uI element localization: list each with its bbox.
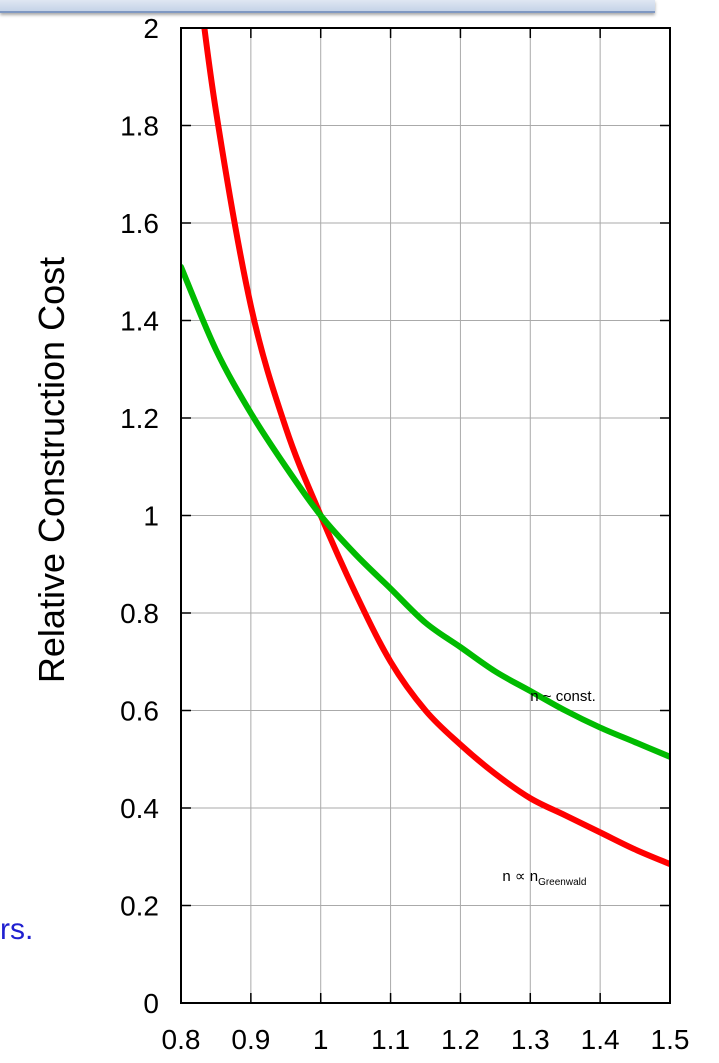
x-tick-label: 1.2	[441, 1024, 480, 1055]
x-tick-label: 1	[313, 1024, 329, 1055]
y-tick-labels: 0 0.2 0.4 0.6 0.8 1 1.2 1.4 1.6 1.8 2	[120, 13, 159, 1019]
slide-title-bar	[0, 0, 655, 13]
y-tick-label: 0.4	[120, 793, 159, 824]
y-tick-label: 1.6	[120, 208, 159, 239]
y-tick-label: 0.6	[120, 696, 159, 727]
annotation-text: n ∝ n	[502, 868, 538, 885]
x-tick-label: 0.9	[231, 1024, 270, 1055]
x-tick-label: 1.1	[371, 1024, 410, 1055]
y-tick-label: 1	[143, 501, 159, 532]
annotation-0: n ~ const.	[530, 688, 595, 705]
x-tick-label: 0.8	[162, 1024, 201, 1055]
y-tick-label: 2	[143, 13, 159, 44]
y-tick-label: 1.2	[120, 403, 159, 434]
y-tick-label: 0.2	[120, 891, 159, 922]
series-line-1	[181, 263, 670, 760]
y-tick-label: 1.4	[120, 306, 159, 337]
curves	[181, 28, 670, 868]
series-line-0	[201, 28, 670, 868]
plot-frame	[180, 27, 671, 1004]
grid	[180, 27, 671, 1004]
x-tick-label: 1.4	[581, 1024, 620, 1055]
slide-text-fragment: rs.	[0, 913, 34, 946]
y-axis-label: Relative Construction Cost	[31, 257, 72, 683]
y-tick-label: 0.8	[120, 598, 159, 629]
y-tick-label: 1.8	[120, 111, 159, 142]
x-tick-label: 1.5	[651, 1024, 690, 1055]
annotation-subscript: Greenwald	[538, 877, 586, 888]
annotation-1: n ∝ nGreenwald	[502, 868, 586, 888]
annotation-text: n ~ const.	[530, 688, 595, 705]
x-tick-labels: 0.8 0.9 1 1.1 1.2 1.3 1.4 1.5	[162, 1024, 690, 1055]
y-tick-label: 0	[143, 988, 159, 1019]
annotations: n ~ const. n ∝ nGreenwald	[502, 688, 595, 888]
x-tick-label: 1.3	[511, 1024, 550, 1055]
